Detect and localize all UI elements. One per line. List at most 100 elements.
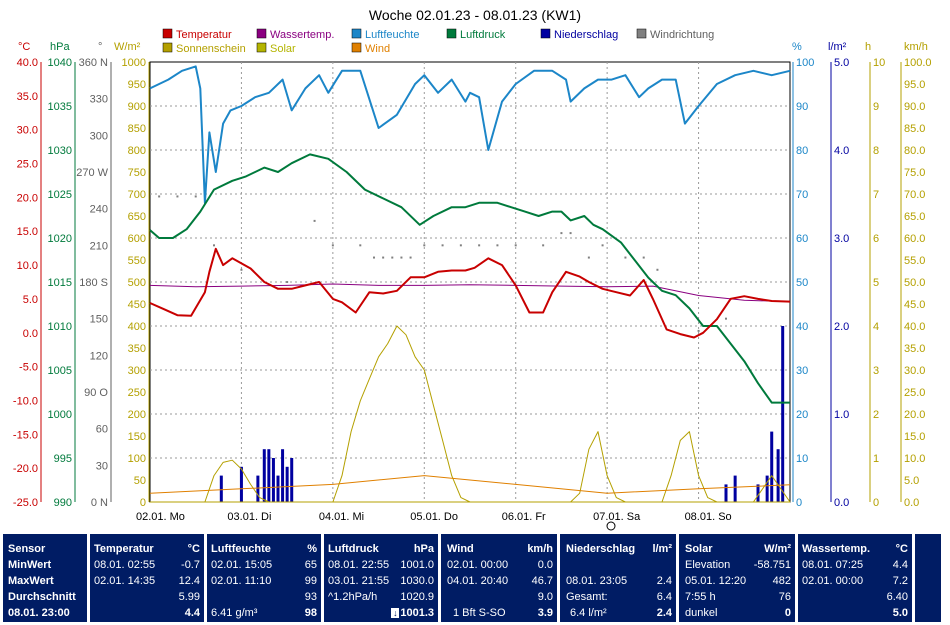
axis-tick-solar: 900 bbox=[128, 101, 146, 113]
axis-unit-solar: W/m² bbox=[114, 41, 141, 53]
axis-tick-pressure: 1035 bbox=[48, 101, 72, 113]
wassertemp-max-value: 7.2 bbox=[892, 575, 908, 587]
axis-tick-wind_speed: 0.0 bbox=[904, 497, 919, 509]
luftdruck-unit: hPa bbox=[413, 543, 434, 555]
wassertemp-unit: °C bbox=[895, 543, 908, 555]
luftfeuchte-absolute: 6.41 g/m³ bbox=[211, 607, 258, 619]
axis-tick-wind_speed: 35.0 bbox=[904, 343, 925, 355]
axis-tick-rain: 5.0 bbox=[834, 57, 849, 69]
series-line-temperatur bbox=[149, 247, 791, 339]
axis-tick-temp: -5.0 bbox=[19, 362, 38, 374]
axis-tick-wind_speed: 5.0 bbox=[904, 475, 919, 487]
wind-current-value: 3.9 bbox=[537, 607, 553, 619]
axis-tick-solar: 200 bbox=[128, 409, 146, 421]
axis-tick-solar: 650 bbox=[128, 211, 146, 223]
windrichtung-point bbox=[496, 244, 499, 247]
axis-tick-wind_speed: 55.0 bbox=[904, 255, 925, 267]
axis-tick-sunshine: 5 bbox=[873, 277, 879, 289]
series-line-wassertemp bbox=[149, 283, 791, 303]
axis-tick-temp: -15.0 bbox=[13, 429, 38, 441]
axis-tick-pressure: 1015 bbox=[48, 277, 72, 289]
niederschlag-panel: Niederschlag l/m² 08.01. 23:05 2.4 Gesamt:… bbox=[560, 534, 676, 622]
niederschlag-title: Niederschlag bbox=[566, 543, 636, 555]
axis-tick-wind_dir: 210 bbox=[90, 240, 108, 252]
windrichtung-point bbox=[331, 244, 334, 247]
axis-tick-pressure: 1025 bbox=[48, 189, 72, 201]
axis-unit-wind_speed: km/h bbox=[904, 41, 928, 53]
axis-tick-pressure: 1040 bbox=[48, 57, 72, 69]
niederschlag-bar bbox=[267, 449, 271, 502]
legend-swatch-luftfeuchte bbox=[351, 28, 362, 39]
series-line-luftdruck bbox=[149, 153, 790, 404]
legend-label: Wind bbox=[365, 43, 390, 55]
axis-tick-wind_speed: 75.0 bbox=[904, 167, 925, 179]
luftfeuchte-min-value: 65 bbox=[304, 559, 317, 571]
windrichtung-point bbox=[569, 232, 572, 235]
niederschlag-bar bbox=[290, 458, 294, 502]
legend-swatch-windrichtung bbox=[636, 28, 647, 39]
axis-tick-sunshine: 7 bbox=[873, 189, 879, 201]
axis-unit-pressure: hPa bbox=[50, 41, 70, 53]
windrichtung-point bbox=[656, 268, 659, 271]
axis-tick-humidity: 20 bbox=[796, 409, 808, 421]
axis-tick-wind_speed: 80.0 bbox=[904, 145, 925, 157]
axis-tick-sunshine: 0 bbox=[873, 497, 879, 509]
axis-tick-solar: 150 bbox=[128, 431, 146, 443]
solar-unit: W/m² bbox=[764, 543, 791, 555]
axis-tick-wind_dir: 150 bbox=[90, 314, 108, 326]
legend-label: Windrichtung bbox=[650, 29, 714, 41]
axis-tick-humidity: 80 bbox=[796, 145, 808, 157]
axis-tick-pressure: 1000 bbox=[48, 409, 72, 421]
weather-chart: Woche 02.01.23 - 08.01.23 (KW1) Temperatu… bbox=[13, 7, 932, 531]
windrichtung-point bbox=[240, 268, 243, 271]
temperatur-current-value: 4.4 bbox=[184, 607, 200, 619]
axis-unit-rain: l/m² bbox=[828, 41, 847, 53]
axis-tick-temp: 0.0 bbox=[23, 328, 38, 340]
niederschlag-bar bbox=[219, 475, 223, 502]
axis-tick-temp: 5.0 bbox=[23, 294, 38, 306]
axis-tick-wind_speed: 45.0 bbox=[904, 299, 925, 311]
solar-max-time: 05.01. 12:20 bbox=[685, 575, 747, 587]
axis-tick-sunshine: 8 bbox=[873, 145, 879, 157]
temperatur-panel: Temperatur °C 08.01. 02:55 -0.7 02.01. 14:… bbox=[90, 534, 204, 622]
axis-tick-temp: -20.0 bbox=[13, 463, 38, 475]
windrichtung-point bbox=[286, 281, 289, 283]
trend-down-icon: ↓ bbox=[391, 608, 400, 619]
windrichtung-point bbox=[601, 244, 604, 247]
axis-tick-humidity: 70 bbox=[796, 189, 808, 201]
axis-tick-wind_speed: 100.0 bbox=[904, 57, 932, 69]
axis-tick-rain: 2.0 bbox=[834, 321, 849, 333]
axis-tick-temp: 10.0 bbox=[17, 260, 38, 272]
axis-tick-sunshine: 3 bbox=[873, 365, 879, 377]
solar-elevation-value: -58.751 bbox=[753, 559, 791, 571]
windrichtung-point bbox=[213, 244, 215, 247]
luftfeuchte-current-value: 98 bbox=[304, 607, 317, 619]
wind-min-time: 02.01. 00:00 bbox=[447, 559, 509, 571]
niederschlag-bar bbox=[776, 449, 780, 502]
axis-tick-wind_dir: 330 bbox=[90, 94, 108, 106]
statistics-table: Sensor MinWert MaxWert Durchschnitt 08.0… bbox=[0, 531, 950, 625]
axis-tick-solar: 250 bbox=[128, 387, 146, 399]
axis-tick-solar: 1000 bbox=[122, 57, 146, 69]
luftfeuchte-unit: % bbox=[307, 543, 317, 555]
axis-tick-sunshine: 1 bbox=[873, 453, 879, 465]
axis-tick-wind_speed: 25.0 bbox=[904, 387, 925, 399]
wassertemp-title: Wassertemp. bbox=[802, 543, 871, 555]
windrichtung-point bbox=[542, 244, 545, 247]
luftfeuchte-avg-value: 93 bbox=[304, 591, 317, 603]
solar-title: Solar bbox=[685, 543, 713, 555]
axis-unit-sunshine: h bbox=[865, 41, 871, 53]
windrichtung-point bbox=[697, 329, 700, 332]
axis-tick-solar: 350 bbox=[128, 343, 146, 355]
windrichtung-point bbox=[176, 195, 179, 198]
axis-tick-sunshine: 9 bbox=[873, 101, 879, 113]
niederschlag-current-value: 2.4 bbox=[656, 607, 672, 619]
wassertemp-min-value: 4.4 bbox=[892, 559, 908, 571]
windrichtung-point bbox=[478, 244, 481, 247]
wind-panel: Wind km/h 02.01. 00:00 0.0 04.01. 20:40 46.… bbox=[441, 534, 557, 622]
niederschlag-max-value: 2.4 bbox=[656, 575, 672, 587]
axis-tick-temp: 25.0 bbox=[17, 159, 38, 171]
niederschlag-unit: l/m² bbox=[652, 543, 672, 555]
temperatur-min-value: -0.7 bbox=[181, 559, 200, 571]
axis-tick-temp: -10.0 bbox=[13, 395, 38, 407]
